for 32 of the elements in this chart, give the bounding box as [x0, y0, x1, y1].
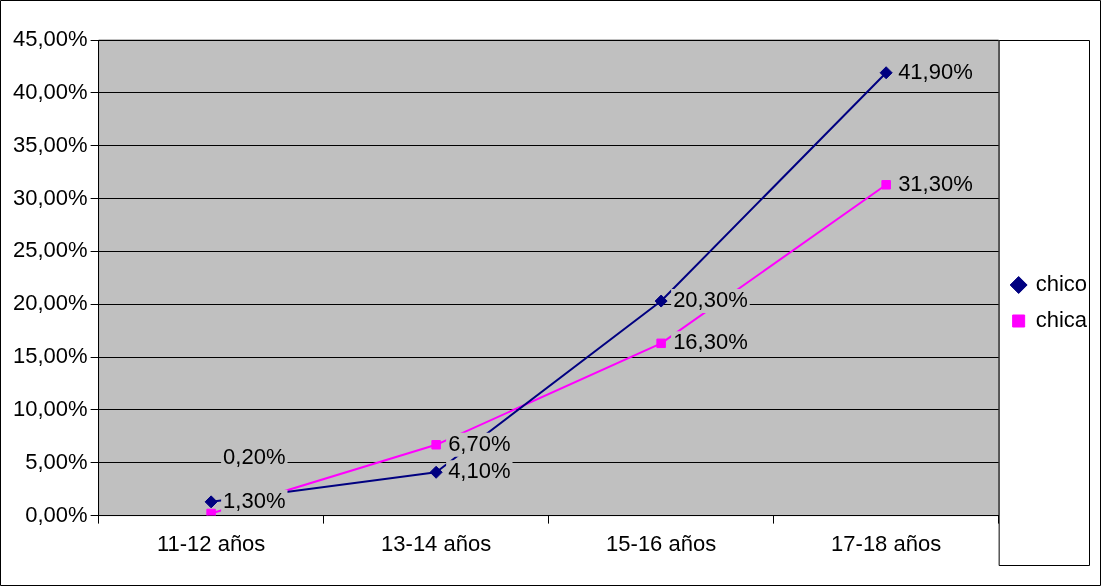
- legend-label: chica: [1035, 307, 1088, 333]
- point: [431, 440, 441, 450]
- data-label: 20,30%: [673, 287, 748, 313]
- y-tick-label: 35,00%: [12, 131, 88, 157]
- point: [656, 338, 666, 349]
- data-label: 6,70%: [448, 430, 511, 456]
- y-tick-label: 20,00%: [12, 290, 88, 316]
- y-tick-label: 15,00%: [12, 343, 88, 369]
- y-tick-label: 5,00%: [25, 448, 88, 474]
- y-tick-label: 45,00%: [12, 26, 88, 52]
- data-label: 4,10%: [448, 458, 511, 484]
- y-tick-label: 25,00%: [12, 237, 88, 263]
- x-tick-label: 17-18 años: [831, 530, 942, 556]
- x-tick-label: 15-16 años: [606, 530, 717, 556]
- x-tick-label: 13-14 años: [381, 530, 492, 556]
- y-tick-label: 30,00%: [12, 184, 88, 210]
- data-label: 1,30%: [223, 487, 286, 513]
- data-label: 31,30%: [898, 170, 973, 196]
- point: [206, 508, 216, 516]
- data-label: 16,30%: [673, 329, 748, 355]
- point: [654, 294, 668, 308]
- point: [204, 495, 218, 509]
- legend-label: chico: [1035, 271, 1087, 297]
- data-label: 0,20%: [223, 443, 286, 469]
- point: [881, 180, 891, 190]
- data-label: 41,90%: [898, 58, 973, 84]
- x-tick-label: 11-12 años: [156, 530, 266, 556]
- point: [429, 465, 443, 479]
- y-tick-label: 0,00%: [25, 501, 88, 527]
- point: [879, 66, 893, 80]
- y-tick-label: 10,00%: [12, 395, 88, 421]
- y-tick-label: 40,00%: [12, 78, 88, 104]
